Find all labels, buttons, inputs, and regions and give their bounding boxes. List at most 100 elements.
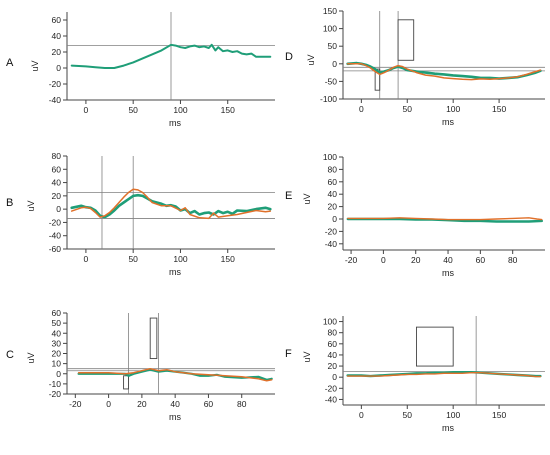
panel-f-series-orange-line <box>346 372 542 378</box>
panel-a-x-tick-label: 0 <box>84 105 89 115</box>
panel-a-x-tick-label: 100 <box>173 105 187 115</box>
panel-b-y-tick-label: 20 <box>52 191 62 201</box>
panel-a-y-tick-label: 60 <box>52 15 62 25</box>
panel-a-x-tick-label: 50 <box>128 105 138 115</box>
panel-f-y-tick-label: 40 <box>328 350 338 360</box>
panel-e-y-tick-label: 60 <box>328 177 338 187</box>
panel-e-series-orange-line <box>347 217 543 221</box>
panel-c-x-tick-label: 20 <box>137 399 147 409</box>
panel-f-y-tick-label: 20 <box>328 361 338 371</box>
panel-f-x-tick-label: 0 <box>359 410 364 420</box>
panel-b-letter: B <box>6 197 13 209</box>
panel-a-y-tick-label: -40 <box>49 95 62 105</box>
panel-d-y-tick-label: 50 <box>328 41 338 51</box>
panel-c-marker-box <box>149 317 158 360</box>
panel-f-y-tick-label: 0 <box>332 372 337 382</box>
panel-e-y-tick-label: 80 <box>328 164 338 174</box>
panel-b-y-axis-label: uV <box>26 200 36 211</box>
panel-f-x-tick-label: 50 <box>403 410 413 420</box>
panel-e-y-tick-label: -20 <box>325 226 338 236</box>
panel-d-y-tick-label: -50 <box>325 76 338 86</box>
panel-a-y-axis-label: uV <box>30 60 40 71</box>
panel-c-y-tick-label: 30 <box>52 338 62 348</box>
panel-b-x-tick-label: 50 <box>128 254 138 264</box>
panel-c-y-axis-label: uV <box>26 352 36 363</box>
panel-e-x-tick-label: -20 <box>345 255 358 265</box>
panel-e-y-tick-label: 40 <box>328 189 338 199</box>
panel-f-y-axis-label: uV <box>302 351 312 362</box>
panel-a-y-tick-label: -20 <box>49 79 62 89</box>
panel-d-y-tick-label: 100 <box>323 24 337 34</box>
panel-b-y-tick-label: 40 <box>52 178 62 188</box>
panel-b-y-tick-label: -20 <box>49 217 62 227</box>
panel-c-series-orange-line <box>77 367 273 382</box>
panel-c-x-tick-label: 60 <box>204 399 214 409</box>
panel-a-y-tick-label: 20 <box>52 47 62 57</box>
panel-f-letter: F <box>285 348 292 360</box>
panel-e-y-axis-label: uV <box>302 193 312 204</box>
panel-d-y-tick-label: 0 <box>332 59 337 69</box>
panel-b-x-tick-label: 150 <box>221 254 235 264</box>
panel-b-y-tick-label: 0 <box>56 204 61 214</box>
panel-c-y-tick-label: 10 <box>52 359 62 369</box>
panel-c-y-tick-label: -10 <box>49 379 62 389</box>
panel-f-y-tick-label: -20 <box>325 383 338 393</box>
panel-d-marker-box <box>397 19 415 61</box>
panel-d-marker-box <box>374 68 381 91</box>
panel-d-x-tick-label: 0 <box>359 104 364 114</box>
panel-d-x-tick-label: 100 <box>446 104 460 114</box>
panel-f-y-tick-label: 100 <box>323 317 337 327</box>
panel-c-y-tick-label: 50 <box>52 318 62 328</box>
panel-e-y-tick-label: 0 <box>332 214 337 224</box>
panel-c-y-tick-label: 0 <box>56 369 61 379</box>
panel-c-y-tick-label: 60 <box>52 308 62 318</box>
panel-f-y-tick-label: -40 <box>325 394 338 404</box>
panel-c-letter: C <box>6 349 14 361</box>
panel-c-x-tick-label: 80 <box>237 399 247 409</box>
panel-b-y-tick-label: -40 <box>49 231 62 241</box>
panel-e-x-tick-label: 0 <box>381 255 386 265</box>
panel-f-y-tick-label: 60 <box>328 339 338 349</box>
panel-d-x-tick-label: 150 <box>492 104 506 114</box>
panel-a-x-axis-label: ms <box>169 118 181 128</box>
panel-f-x-tick-label: 100 <box>446 410 460 420</box>
panel-b-y-tick-label: 60 <box>52 164 62 174</box>
panel-c-x-axis-label: ms <box>169 412 181 422</box>
panel-e-x-tick-label: 40 <box>443 255 453 265</box>
panel-e-y-tick-label: -40 <box>325 239 338 249</box>
panel-a-series-green-line <box>70 43 272 69</box>
panel-d-series-orange-line <box>346 63 542 81</box>
panel-a-y-tick-label: 40 <box>52 31 62 41</box>
panel-b-x-axis-label: ms <box>169 267 181 277</box>
panel-d-x-tick-label: 50 <box>403 104 413 114</box>
panel-d-x-axis-label: ms <box>442 117 454 127</box>
panel-c-x-tick-label: 40 <box>170 399 180 409</box>
panel-e-y-tick-label: 100 <box>323 152 337 162</box>
panel-b-x-tick-label: 0 <box>84 254 89 264</box>
panel-c-marker-box <box>123 375 130 390</box>
panel-a-x-tick-label: 150 <box>221 105 235 115</box>
panel-c-y-tick-label: 20 <box>52 349 62 359</box>
panel-f-marker-box <box>416 326 454 367</box>
panel-a-y-tick-label: 0 <box>56 63 61 73</box>
panel-a-letter: A <box>6 57 14 69</box>
panel-e-x-axis-label: ms <box>442 268 454 278</box>
panel-e-x-tick-label: 20 <box>411 255 421 265</box>
panel-d-y-axis-label: uV <box>306 54 316 65</box>
panel-b-series-orange-line <box>70 188 272 220</box>
panel-e-x-tick-label: 60 <box>476 255 486 265</box>
panel-d-y-tick-label: -100 <box>320 94 337 104</box>
panel-b-y-tick-label: -60 <box>49 244 62 254</box>
panel-c-x-tick-label: -20 <box>69 399 82 409</box>
panel-f-x-axis-label: ms <box>442 423 454 433</box>
panel-d-letter: D <box>285 51 293 63</box>
panel-e-y-tick-label: 20 <box>328 202 338 212</box>
panel-c-x-tick-label: 0 <box>106 399 111 409</box>
